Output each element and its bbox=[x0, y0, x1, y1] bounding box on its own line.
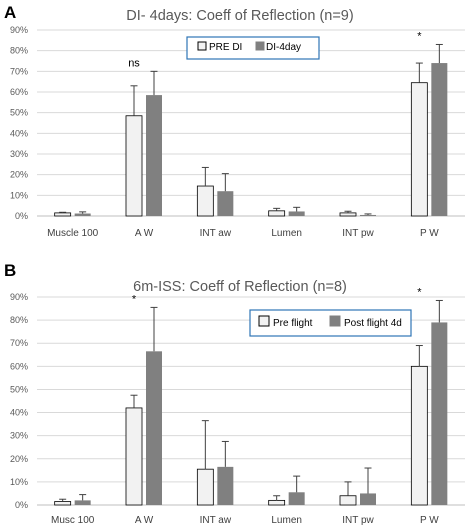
legend-label-series-1: PRE DI bbox=[209, 42, 242, 53]
gridlines bbox=[37, 296, 465, 506]
legend-label-series-2: DI-4day bbox=[266, 42, 301, 53]
y-axis: 0% 10% 20% 30% 40% 50% 60% 70% 80% 90% Musc 100 A W… bbox=[10, 292, 439, 526]
x-category-label: A W bbox=[135, 515, 154, 526]
y-tick-label: 60% bbox=[10, 87, 28, 97]
significance-annotation: * bbox=[132, 293, 137, 305]
y-tick-label: 70% bbox=[10, 66, 28, 76]
bar-series-2 bbox=[360, 493, 376, 505]
bar-series-2 bbox=[431, 63, 448, 216]
bars bbox=[54, 299, 448, 506]
bar-series-2 bbox=[217, 191, 234, 216]
y-tick-label: 50% bbox=[10, 384, 28, 394]
bar-series-1 bbox=[339, 212, 357, 217]
y-tick-label: 20% bbox=[10, 454, 28, 464]
bar-series-1 bbox=[268, 499, 286, 506]
x-category-label: INT pw bbox=[342, 228, 374, 239]
y-tick-label: 70% bbox=[10, 338, 28, 348]
y-tick-label: 90% bbox=[10, 292, 28, 302]
legend-box bbox=[186, 36, 320, 60]
y-tick-label: 80% bbox=[10, 46, 28, 56]
y-tick-label: 90% bbox=[10, 25, 28, 35]
panel-a: A DI- 4days: Coeff of Reflection (n=9) 0… bbox=[4, 3, 465, 239]
bar-series-2 bbox=[288, 211, 305, 216]
bar-series-1 bbox=[196, 468, 214, 506]
significance-annotation: * bbox=[417, 30, 422, 42]
y-tick-label: 80% bbox=[10, 315, 28, 325]
y-tick-label: 40% bbox=[10, 128, 28, 138]
legend-swatch-series-1 bbox=[258, 315, 270, 327]
chart-title: 6m-ISS: Coeff of Reflection (n=8) bbox=[133, 279, 347, 295]
y-tick-label: 0% bbox=[15, 500, 28, 510]
significance-annotation: * bbox=[417, 286, 422, 298]
bar-series-1 bbox=[54, 212, 72, 217]
y-axis: 0% 10% 20% 30% 40% 50% 60% 70% 80% 90% Muscle 100 A… bbox=[10, 25, 439, 239]
x-category-label: A W bbox=[135, 228, 154, 239]
y-tick-label: 50% bbox=[10, 108, 28, 118]
bar-series-1 bbox=[339, 495, 357, 506]
bar-series-2 bbox=[74, 500, 91, 505]
legend-label-series-2: Post flight 4d bbox=[344, 318, 402, 329]
bar-series-2 bbox=[360, 214, 376, 216]
bars bbox=[54, 43, 448, 217]
panel-label: A bbox=[4, 3, 16, 22]
legend-label-series-1: Pre flight bbox=[273, 318, 313, 329]
significance-annotation: ns bbox=[128, 57, 140, 69]
panel-label: B bbox=[4, 261, 16, 280]
y-tick-label: 10% bbox=[10, 477, 28, 487]
y-tick-label: 10% bbox=[10, 190, 28, 200]
legend-swatch-series-2 bbox=[255, 41, 265, 51]
bar-series-1 bbox=[125, 115, 143, 217]
bar-series-2 bbox=[217, 466, 234, 505]
x-category-label: Lumen bbox=[271, 515, 302, 526]
x-category-label: Musc 100 bbox=[51, 515, 95, 526]
legend: Pre flight Post flight 4d bbox=[249, 309, 412, 337]
x-category-label: INT aw bbox=[200, 228, 232, 239]
bar-series-1 bbox=[196, 185, 214, 217]
chart-title: DI- 4days: Coeff of Reflection (n=9) bbox=[126, 8, 353, 24]
y-tick-label: 30% bbox=[10, 431, 28, 441]
bar-series-1 bbox=[125, 407, 143, 506]
y-tick-label: 20% bbox=[10, 170, 28, 180]
x-category-label: INT aw bbox=[200, 515, 232, 526]
bar-series-1 bbox=[268, 210, 286, 217]
bar-series-2 bbox=[431, 322, 448, 505]
x-category-label: INT pw bbox=[342, 515, 374, 526]
y-tick-label: 0% bbox=[15, 211, 28, 221]
y-tick-label: 30% bbox=[10, 149, 28, 159]
legend: PRE DI DI-4day bbox=[186, 36, 320, 60]
legend-swatch-series-2 bbox=[329, 315, 341, 327]
x-category-label: Lumen bbox=[271, 228, 302, 239]
bar-series-1 bbox=[54, 501, 72, 506]
legend-swatch-series-1 bbox=[197, 41, 207, 51]
bar-series-1 bbox=[410, 82, 428, 217]
y-tick-label: 40% bbox=[10, 408, 28, 418]
annotations: ns * bbox=[128, 30, 422, 69]
bar-series-1 bbox=[410, 365, 428, 506]
x-category-label: Muscle 100 bbox=[47, 228, 99, 239]
bar-series-2 bbox=[146, 351, 162, 505]
x-category-label: P W bbox=[420, 228, 439, 239]
panel-b: B 6m-ISS: Coeff of Reflection (n=8) 0% 10… bbox=[4, 261, 465, 526]
bar-series-2 bbox=[74, 213, 91, 216]
bar-series-2 bbox=[146, 95, 162, 216]
x-category-label: P W bbox=[420, 515, 439, 526]
annotations: ** bbox=[132, 286, 422, 305]
bar-series-2 bbox=[288, 492, 305, 505]
y-tick-label: 60% bbox=[10, 361, 28, 371]
